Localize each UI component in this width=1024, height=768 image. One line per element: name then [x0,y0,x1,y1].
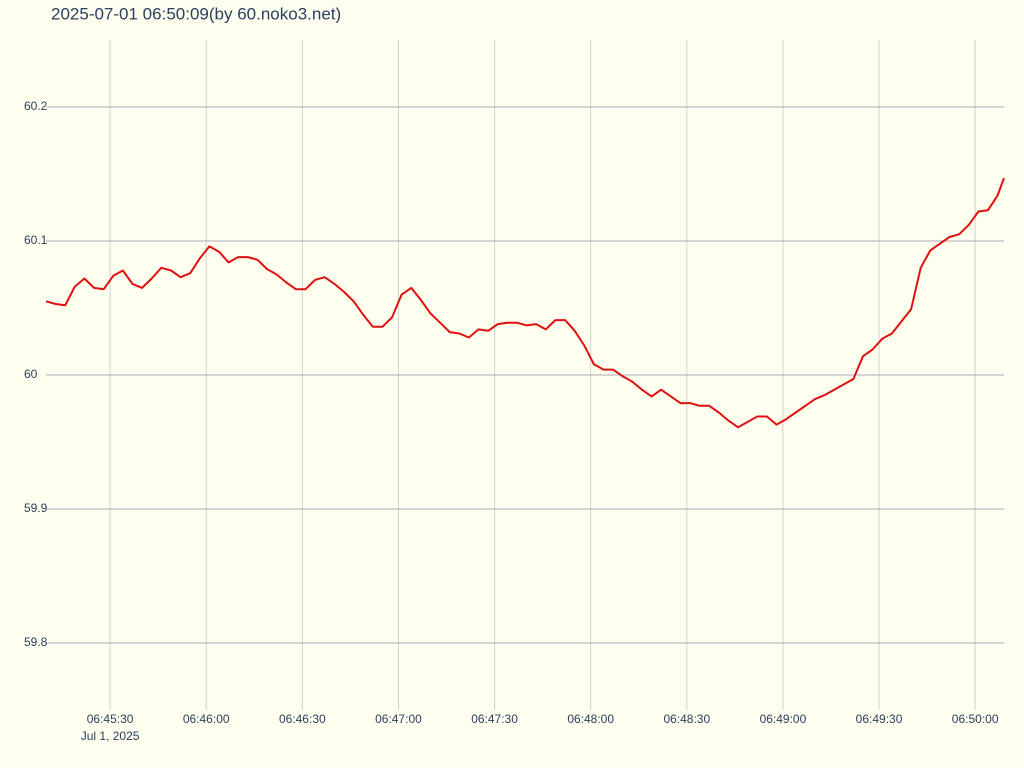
x-tick-label: 06:48:30 [663,712,710,726]
x-tick-label: 06:49:30 [856,712,903,726]
x-tick-label: 06:49:00 [760,712,807,726]
x-tick-label: 06:50:00 [952,712,999,726]
x-date-label: Jul 1, 2025 [81,729,140,743]
chart-title: 2025-07-01 06:50:09(by 60.noko3.net) [51,4,341,23]
x-tick-label: 06:48:00 [567,712,614,726]
y-tick-label: 59.9 [24,501,48,515]
x-tick-label: 06:47:00 [375,712,422,726]
y-tick-label: 60.1 [24,233,48,247]
data-line [45,177,1005,429]
y-tick-label: 59.8 [24,635,48,649]
x-tick-label: 06:45:30 [87,712,134,726]
y-tick-label: 60.2 [24,99,48,113]
x-tick-label: 06:47:30 [471,712,518,726]
y-tick-label: 60 [24,367,38,381]
x-tick-label: 06:46:00 [183,712,230,726]
x-tick-label: 06:46:30 [279,712,326,726]
